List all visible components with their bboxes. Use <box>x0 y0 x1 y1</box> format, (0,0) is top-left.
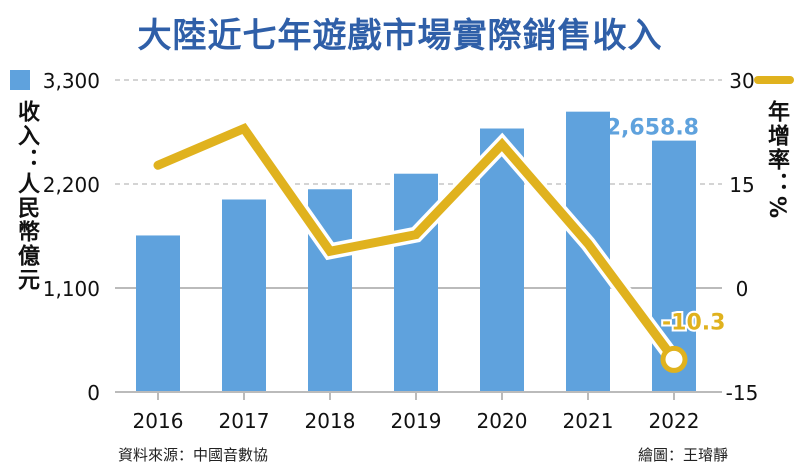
line-data-label-2022: -10.3 <box>662 310 725 335</box>
left-tick-label: 3,300 <box>43 69 100 93</box>
left-tick-label: 2,200 <box>43 173 100 197</box>
left-tick-label: 0 <box>87 381 100 405</box>
bar-2017 <box>222 199 266 392</box>
left-tick-label: 1,100 <box>43 277 100 301</box>
left-axis-label: 收入：人民幣億元 <box>14 100 39 292</box>
x-tick-label: 2020 <box>477 409 528 433</box>
x-tick-label: 2022 <box>649 409 700 433</box>
right-tick-label: -15 <box>726 381 759 405</box>
bar-data-label-2022: 2,658.8 <box>606 116 699 141</box>
right-tick-label: 15 <box>729 173 754 197</box>
line-point-2022 <box>660 345 688 373</box>
right-tick-label: 30 <box>729 69 754 93</box>
bar-2016 <box>136 235 180 392</box>
x-tick-label: 2017 <box>219 409 270 433</box>
credit-note: 繪圖：王璿靜 <box>637 446 728 464</box>
x-tick-label: 2018 <box>305 409 356 433</box>
chart-title: 大陸近七年遊戲市場實際銷售收入 <box>137 16 663 56</box>
x-tick-label: 2021 <box>563 409 614 433</box>
x-tick-label: 2016 <box>133 409 184 433</box>
bar-2019 <box>394 173 438 392</box>
right-tick-label: 0 <box>736 277 749 301</box>
growth-rate-line <box>153 122 679 364</box>
x-tick-label: 2019 <box>391 409 442 433</box>
source-note: 資料來源：中國音數協 <box>118 446 269 464</box>
right-axis-label: 年增率：% <box>764 100 789 221</box>
bar-legend-icon <box>10 70 30 90</box>
